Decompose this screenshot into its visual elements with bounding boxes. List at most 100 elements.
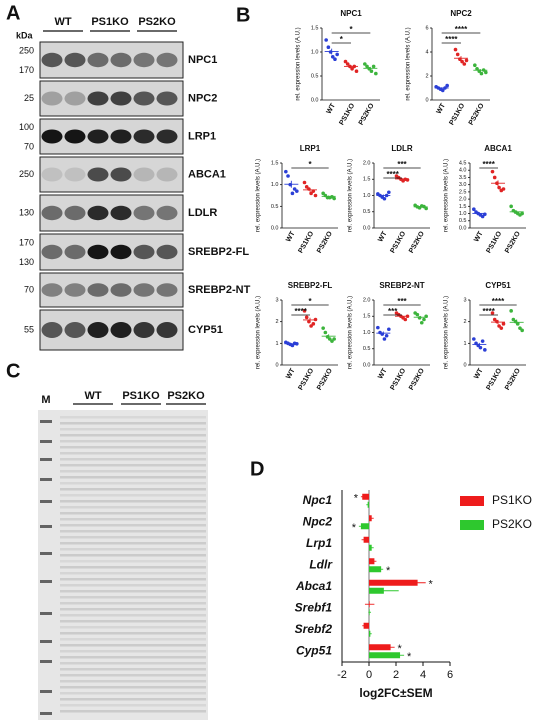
point: [313, 193, 318, 198]
point: [492, 175, 497, 180]
band: [87, 91, 109, 106]
x-tick-label: WT: [435, 102, 447, 116]
point: [365, 64, 369, 69]
band: [110, 322, 132, 338]
blot-label: SREBP2-FL: [188, 246, 249, 258]
plot-title: LRP1: [300, 144, 321, 153]
significance-label: ****: [386, 170, 399, 179]
star-label: *: [354, 493, 359, 505]
y-tick-label: 1.0: [363, 330, 371, 336]
band: [41, 322, 63, 338]
gel-band: [60, 578, 206, 581]
point: [453, 47, 458, 52]
star-label: *: [352, 522, 357, 534]
gel-band: [60, 656, 206, 659]
y-tick-label: 0: [275, 362, 278, 368]
point: [403, 317, 408, 322]
point: [455, 52, 460, 57]
y-tick-label: 4: [425, 49, 428, 55]
y-tick-label: 3: [275, 297, 278, 303]
band: [110, 129, 132, 144]
y-tick-label: 2.5: [459, 189, 467, 195]
gel-band: [60, 476, 206, 479]
blot-label: NPC1: [188, 54, 217, 66]
significance-label: *: [349, 25, 353, 34]
band: [156, 283, 178, 297]
gel-band: [60, 440, 206, 443]
band: [41, 244, 63, 260]
x-tick-label: 0: [366, 669, 372, 681]
y-tick-label: 3.0: [459, 182, 467, 188]
gel-band: [60, 422, 206, 425]
band: [64, 205, 86, 221]
point: [290, 343, 295, 348]
point: [520, 328, 524, 333]
band: [87, 167, 109, 182]
y-tick-label: 0.0: [363, 225, 371, 231]
significance-label: ****: [492, 297, 505, 306]
gel-band: [60, 500, 206, 503]
point: [387, 327, 391, 332]
significance-label: ****: [482, 160, 495, 169]
panel-label: D: [250, 458, 264, 480]
x-tick-label: WT: [325, 102, 337, 116]
legend-label: PS2KO: [492, 517, 532, 531]
y-tick-label: 4.0: [459, 168, 467, 174]
blot-label: CYP51: [188, 324, 223, 336]
band: [87, 283, 109, 297]
gel-band: [60, 506, 206, 509]
band: [41, 283, 63, 297]
band: [41, 91, 63, 106]
marker-label: 70: [24, 141, 34, 151]
significance-label: ***: [388, 307, 398, 316]
gel-band: [60, 542, 206, 545]
point: [484, 70, 488, 75]
x-tick-label: 2: [393, 669, 399, 681]
y-tick-label: 0: [463, 362, 466, 368]
group-label: PS2KO: [167, 390, 205, 402]
point: [415, 312, 420, 317]
point: [330, 339, 334, 343]
gel-band: [60, 482, 206, 485]
marker-label: 130: [19, 207, 34, 217]
gel-band: [60, 566, 206, 569]
plot-title: CYP51: [485, 281, 511, 290]
point: [440, 88, 445, 93]
bar: [363, 536, 369, 543]
category-label: Lrp1: [306, 536, 332, 550]
point: [483, 348, 487, 352]
star-label: *: [386, 565, 391, 577]
point: [330, 55, 335, 59]
x-tick-label: WT: [473, 367, 485, 381]
category-label: Npc1: [303, 493, 333, 507]
y-tick-label: 0.0: [459, 225, 467, 231]
point: [304, 185, 309, 189]
y-tick-label: 1.0: [311, 49, 319, 55]
y-tick-label: 1: [275, 341, 278, 347]
gel-band: [60, 434, 206, 437]
star-label: *: [398, 643, 403, 655]
point: [501, 187, 506, 191]
marker-label: 70: [24, 284, 34, 294]
band: [64, 244, 86, 260]
ladder-band: [40, 660, 52, 663]
point: [480, 214, 485, 219]
point: [354, 69, 359, 73]
unit-label: kDa: [16, 30, 34, 40]
blot-label: SREBP2-NT: [188, 284, 251, 296]
y-axis-label: rel. expression levels (A.U.): [256, 296, 262, 369]
point: [462, 62, 467, 66]
y-tick-label: 1.0: [363, 193, 371, 199]
y-tick-label: 6: [425, 25, 428, 31]
y-axis-label: rel. expression levels (A.U.): [348, 159, 354, 232]
point: [509, 204, 513, 209]
ladder-band: [40, 500, 52, 503]
ladder-band: [40, 640, 52, 643]
ladder-band: [40, 580, 52, 583]
point: [492, 317, 497, 322]
band: [133, 52, 155, 68]
point: [335, 52, 339, 57]
band: [156, 91, 178, 106]
point: [478, 345, 483, 350]
y-tick-label: 1.5: [271, 160, 279, 166]
